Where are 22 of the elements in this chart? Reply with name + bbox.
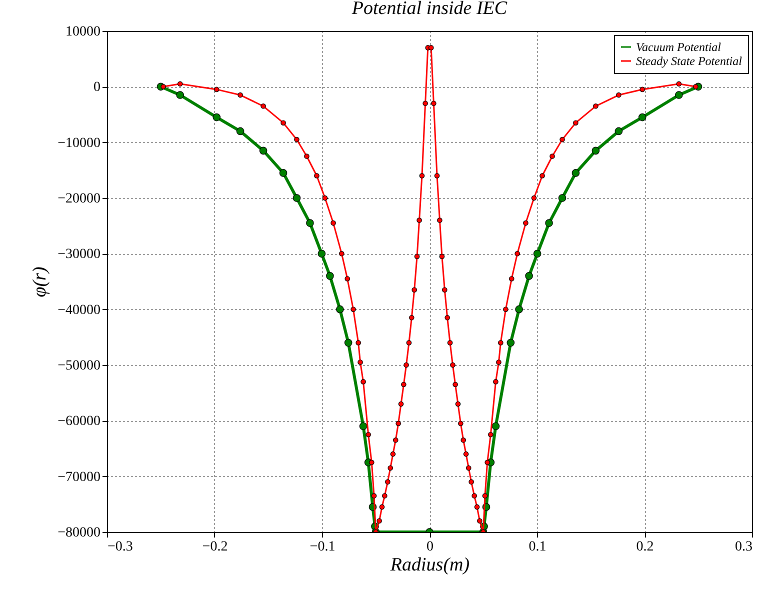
x-axis-title: Radius(m) — [389, 554, 470, 576]
x-tick-label: 0 — [426, 540, 434, 554]
y-tick-label: 10000 — [66, 24, 100, 40]
y-tick-label: 0 — [94, 80, 100, 96]
legend-label: Vacuum Potential — [636, 40, 722, 54]
x-tick-label: −0.3 — [108, 540, 133, 554]
y-tick-label: −10000 — [58, 136, 100, 151]
y-tick-label: −60000 — [58, 414, 100, 430]
y-axis-title: φ(r) — [30, 266, 51, 298]
legend-label: Steady State Potential — [636, 54, 743, 68]
y-tick-label: −70000 — [58, 470, 100, 485]
x-tick-label: 0.2 — [636, 540, 654, 554]
y-tick-label: −50000 — [58, 358, 100, 374]
y-tick-label: −80000 — [58, 526, 100, 540]
y-tick-label: −20000 — [58, 192, 100, 206]
y-tick-label: −30000 — [58, 247, 100, 262]
x-tick-label: 0.3 — [735, 540, 752, 554]
x-tick-label: −0.2 — [202, 540, 228, 554]
x-tick-label: 0.1 — [528, 540, 546, 554]
y-tick-label: −40000 — [58, 302, 100, 318]
chart-title: Potential inside IEC — [350, 0, 508, 19]
x-tick-label: −0.1 — [310, 540, 336, 554]
